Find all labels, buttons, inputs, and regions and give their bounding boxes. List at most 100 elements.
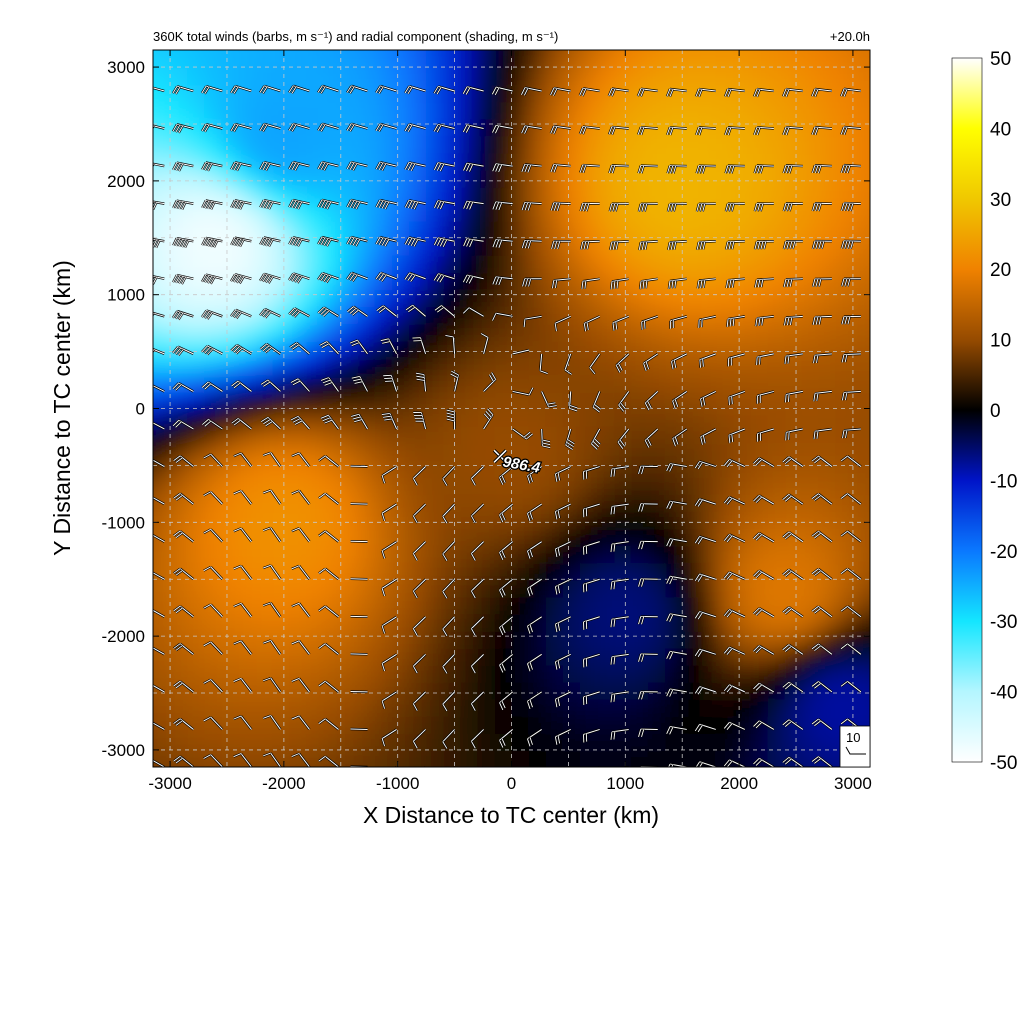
- field-cell: [768, 374, 786, 392]
- time-label: +20.0h: [830, 29, 870, 44]
- field-cell: [512, 528, 530, 546]
- field-cell: [853, 221, 871, 239]
- field-cell: [341, 716, 359, 734]
- field-cell: [870, 750, 888, 768]
- field-cell: [392, 579, 410, 597]
- field-cell: [631, 443, 649, 461]
- field-cell: [255, 443, 273, 461]
- field-cell: [221, 511, 239, 529]
- field-cell: [170, 613, 188, 631]
- field-cell: [768, 409, 786, 427]
- field-cell: [887, 170, 905, 188]
- field-cell: [870, 716, 888, 734]
- field-cell: [614, 221, 632, 239]
- field-cell: [699, 579, 717, 597]
- field-cell: [819, 477, 837, 495]
- field-cell: [887, 118, 905, 136]
- field-cell: [460, 152, 478, 170]
- field-cell: [819, 152, 837, 170]
- field-cell: [255, 648, 273, 666]
- field-cell: [358, 357, 376, 375]
- field-cell: [699, 699, 717, 717]
- field-cell: [870, 306, 888, 324]
- field-cell: [119, 152, 137, 170]
- field-cell: [426, 477, 444, 495]
- field-cell: [494, 750, 512, 768]
- field-cell: [597, 221, 615, 239]
- field-cell: [392, 682, 410, 700]
- field-cell: [733, 135, 751, 153]
- field-cell: [546, 528, 564, 546]
- field-cell: [699, 67, 717, 85]
- field-cell: [887, 426, 905, 444]
- field-cell: [870, 67, 888, 85]
- field-cell: [563, 784, 581, 802]
- field-cell: [426, 460, 444, 478]
- field-cell: [870, 84, 888, 102]
- field-cell: [341, 767, 359, 785]
- field-cell: [477, 784, 495, 802]
- field-cell: [751, 187, 769, 205]
- field-cell: [768, 67, 786, 85]
- field-cell: [392, 426, 410, 444]
- field-cell: [563, 16, 581, 34]
- field-cell: [648, 187, 666, 205]
- field-cell: [443, 443, 461, 461]
- field-cell: [546, 409, 564, 427]
- field-cell: [563, 477, 581, 495]
- field-cell: [648, 562, 666, 580]
- field-cell: [597, 630, 615, 648]
- field-cell: [273, 596, 291, 614]
- field-cell: [512, 596, 530, 614]
- field-cell: [580, 67, 598, 85]
- field-cell: [819, 545, 837, 563]
- field-cell: [255, 699, 273, 717]
- x-tick-label: -1000: [376, 774, 419, 793]
- field-cell: [392, 67, 410, 85]
- field-cell: [494, 340, 512, 358]
- field-cell: [238, 630, 256, 648]
- field-cell: [529, 494, 547, 512]
- field-cell: [324, 733, 342, 751]
- colorbar-tick-label: 0: [990, 401, 1001, 422]
- field-cell: [597, 699, 615, 717]
- field-cell: [170, 289, 188, 307]
- field-cell: [273, 170, 291, 188]
- field-cell: [546, 67, 564, 85]
- field-cell: [358, 511, 376, 529]
- field-cell: [870, 357, 888, 375]
- field-cell: [529, 170, 547, 188]
- field-cell: [716, 511, 734, 529]
- field-cell: [682, 477, 700, 495]
- field-cell: [682, 511, 700, 529]
- field-cell: [443, 135, 461, 153]
- field-cell: [836, 699, 854, 717]
- field-cell: [358, 323, 376, 341]
- field-cell: [290, 665, 308, 683]
- field-cell: [648, 50, 666, 68]
- field-cell: [631, 665, 649, 683]
- field-cell: [751, 289, 769, 307]
- field-cell: [375, 391, 393, 409]
- field-cell: [426, 255, 444, 273]
- field-cell: [409, 682, 427, 700]
- field-cell: [324, 511, 342, 529]
- field-cell: [187, 596, 205, 614]
- field-cell: [375, 750, 393, 768]
- field-cell: [204, 784, 222, 802]
- field-cell: [341, 699, 359, 717]
- field-cell: [290, 511, 308, 529]
- field-cell: [887, 630, 905, 648]
- field-cell: [768, 101, 786, 119]
- field-cell: [529, 204, 547, 222]
- field-cell: [733, 50, 751, 68]
- field-cell: [119, 648, 137, 666]
- field-cell: [136, 255, 154, 273]
- field-cell: [375, 426, 393, 444]
- field-cell: [768, 16, 786, 34]
- field-cell: [392, 699, 410, 717]
- field-cell: [802, 767, 820, 785]
- field-cell: [204, 50, 222, 68]
- field-cell: [290, 67, 308, 85]
- field-cell: [665, 699, 683, 717]
